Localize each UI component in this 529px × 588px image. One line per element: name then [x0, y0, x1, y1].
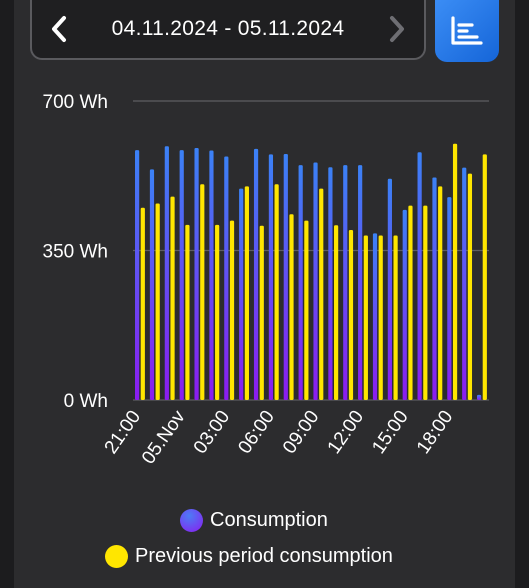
y-tick-label: 700 Wh — [43, 92, 108, 113]
previous-consumption-bar[interactable] — [363, 235, 368, 400]
consumption-bar[interactable] — [194, 147, 199, 400]
chevron-right-icon — [390, 16, 404, 42]
previous-consumption-bar[interactable] — [408, 205, 413, 400]
legend-previous-label: Previous period consumption — [135, 545, 393, 567]
bar-chart-list-icon — [451, 16, 483, 45]
consumption-bar[interactable] — [164, 146, 169, 400]
previous-consumption-bar[interactable] — [348, 229, 354, 400]
previous-consumption-bar[interactable] — [185, 224, 190, 400]
consumption-bar[interactable] — [447, 197, 452, 400]
date-range-label: 04.11.2024 - 05.11.2024 — [111, 17, 345, 40]
consumption-bar[interactable] — [239, 188, 244, 400]
previous-consumption-bar[interactable] — [140, 207, 145, 400]
previous-consumption-bar[interactable] — [274, 184, 279, 400]
consumption-bar[interactable] — [462, 167, 467, 400]
y-axis-labels: 700 Wh 350 Wh 0 Wh — [43, 92, 108, 412]
legend-item-previous[interactable]: Previous period consumption — [105, 545, 393, 568]
y-tick-label: 0 Wh — [64, 391, 108, 412]
previous-consumption-bar[interactable] — [259, 225, 264, 400]
next-period-button[interactable] — [368, 1, 424, 57]
previous-consumption-bar[interactable] — [289, 214, 294, 400]
previous-consumption-bar[interactable] — [334, 225, 339, 400]
consumption-bar[interactable] — [432, 177, 437, 400]
previous-swatch — [105, 545, 128, 568]
consumption-bar[interactable] — [313, 162, 318, 400]
previous-consumption-bar[interactable] — [452, 143, 458, 400]
previous-consumption-bar[interactable] — [200, 184, 205, 400]
x-tick-label: 18:00 — [413, 407, 457, 458]
previous-consumption-bar[interactable] — [215, 224, 220, 400]
previous-consumption-bar[interactable] — [170, 196, 175, 400]
consumption-bar[interactable] — [298, 165, 303, 400]
previous-consumption-bar[interactable] — [423, 205, 428, 400]
bars — [135, 143, 487, 400]
x-tick-label: 05.Nov — [138, 406, 190, 468]
x-tick-label: 06:00 — [234, 407, 278, 458]
consumption-bar[interactable] — [283, 153, 288, 400]
x-tick-label: 21:00 — [101, 407, 145, 458]
x-tick-label: 15:00 — [368, 407, 412, 458]
chart-card — [14, 0, 515, 588]
consumption-bar[interactable] — [149, 169, 155, 400]
consumption-swatch — [180, 509, 203, 532]
consumption-bar[interactable] — [224, 156, 229, 400]
y-tick-label: 350 Wh — [43, 242, 108, 263]
consumption-bar[interactable] — [343, 165, 348, 400]
chevron-left-icon — [52, 16, 66, 42]
previous-period-button[interactable] — [32, 1, 88, 57]
previous-consumption-bar[interactable] — [438, 186, 443, 400]
previous-consumption-bar[interactable] — [304, 220, 309, 400]
previous-consumption-bar[interactable] — [378, 235, 383, 400]
consumption-bar[interactable] — [358, 165, 363, 400]
previous-consumption-bar[interactable] — [244, 186, 249, 400]
consumption-bar[interactable] — [477, 394, 482, 400]
consumption-bar[interactable] — [209, 150, 214, 400]
consumption-bar[interactable] — [179, 150, 184, 400]
previous-consumption-bar[interactable] — [229, 220, 235, 400]
legend-consumption-label: Consumption — [210, 509, 328, 531]
previous-consumption-bar[interactable] — [482, 154, 487, 400]
previous-consumption-bar[interactable] — [319, 188, 324, 400]
consumption-bar[interactable] — [402, 209, 407, 400]
x-tick-label: 12:00 — [324, 407, 368, 458]
date-range-navigator: 04.11.2024 - 05.11.2024 — [30, 0, 426, 60]
x-tick-label: 09:00 — [279, 407, 323, 458]
chart-view-toggle-button[interactable] — [435, 0, 499, 62]
consumption-bar[interactable] — [253, 148, 259, 400]
grid-lines — [133, 100, 489, 401]
consumption-bar[interactable] — [372, 233, 378, 400]
consumption-bar[interactable] — [387, 178, 392, 400]
consumption-bar[interactable] — [135, 150, 140, 400]
previous-consumption-bar[interactable] — [393, 235, 398, 400]
previous-consumption-bar[interactable] — [467, 173, 473, 400]
consumption-bar[interactable] — [417, 152, 422, 400]
previous-consumption-bar[interactable] — [155, 203, 160, 400]
consumption-bar[interactable] — [328, 167, 333, 400]
x-tick-label: 03:00 — [190, 407, 234, 458]
legend-item-consumption[interactable]: Consumption — [180, 509, 328, 532]
consumption-bar[interactable] — [268, 154, 274, 400]
